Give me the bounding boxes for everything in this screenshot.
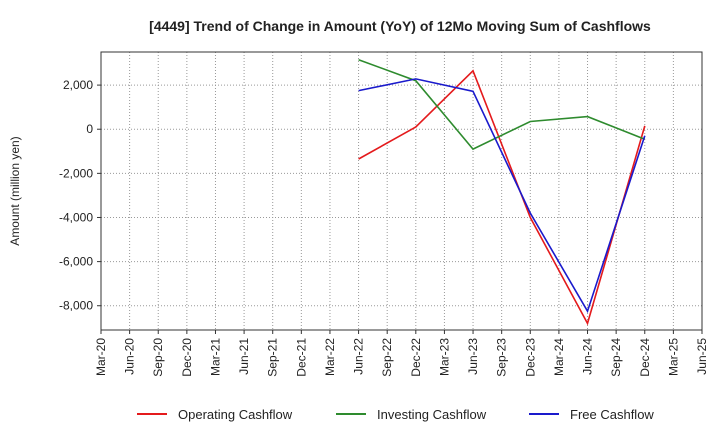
series-line-investing-cashflow [358,58,646,151]
legend: Operating Cashflow Investing Cashflow Free… [137,407,654,422]
x-tick-label: Dec-24 [638,338,652,377]
x-tick-label: Mar-20 [94,338,108,376]
y-tick-label: -6,000 [59,255,93,269]
series-line-free-cashflow [358,78,646,314]
x-tick-label: Sep-22 [380,338,394,377]
x-tick-label: Jun-20 [123,338,137,375]
x-axis: Mar-20 Jun-20 Sep-20 Dec-20 Mar-21 Jun-21 Sep-… [94,330,709,377]
chart-title: [4449] Trend of Change in Amount (YoY) o… [149,18,651,34]
x-tick-label: Dec-22 [409,338,423,377]
x-tick-label: Dec-20 [180,338,194,377]
y-axis-label: Amount (million yen) [8,136,22,245]
x-tick-label: Dec-21 [294,338,308,377]
x-tick-label: Sep-21 [266,338,280,377]
x-tick-label: Sep-23 [495,338,509,377]
gridlines [101,52,702,330]
x-tick-label: Sep-20 [151,338,165,377]
x-tick-label: Mar-21 [208,338,222,376]
x-tick-label: Dec-23 [523,338,537,377]
x-tick-label: Jun-23 [466,338,480,375]
x-tick-label: Jun-24 [581,338,595,375]
x-tick-label: Jun-25 [695,338,709,375]
y-tick-label: 0 [86,122,93,136]
y-tick-label: 2,000 [63,78,93,92]
x-tick-label: Mar-24 [552,338,566,376]
legend-label: Operating Cashflow [178,407,293,422]
x-tick-label: Jun-22 [352,338,366,375]
y-tick-label: -4,000 [59,210,93,224]
x-tick-label: Mar-22 [323,338,337,376]
legend-label: Investing Cashflow [377,407,487,422]
y-tick-label: -2,000 [59,166,93,180]
legend-label: Free Cashflow [570,407,654,422]
y-tick-label: -8,000 [59,299,93,313]
x-tick-label: Mar-25 [666,338,680,376]
series-lines [358,58,646,326]
x-tick-label: Jun-21 [237,338,251,375]
plot-area [100,51,703,331]
y-axis: 2,000 0 -2,000 -4,000 -6,000 -8,000 [59,78,101,313]
x-tick-label: Mar-23 [437,338,451,376]
x-tick-label: Sep-24 [609,338,623,377]
series-line-operating-cashflow [358,69,646,326]
